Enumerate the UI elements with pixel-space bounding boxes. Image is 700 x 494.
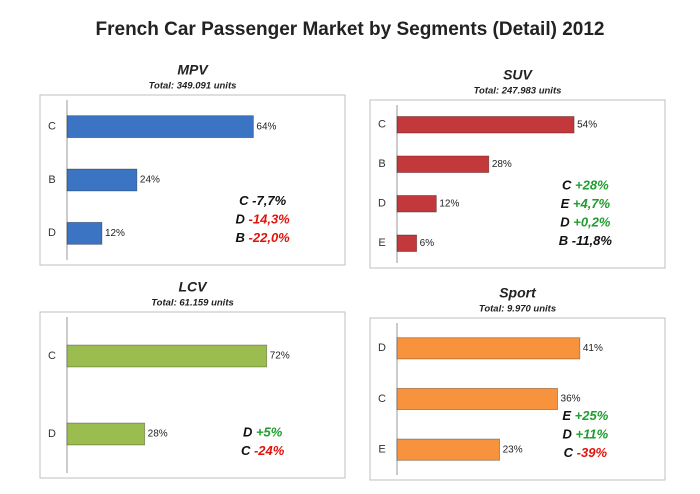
value-label: 24% — [140, 175, 160, 186]
category-label: E — [378, 237, 385, 249]
panel-subtitle: Total: 247.983 units — [474, 86, 562, 97]
category-label: B — [48, 174, 55, 186]
panel-subtitle: Total: 9.970 units — [479, 304, 556, 315]
value-label: 64% — [256, 121, 276, 132]
annotation-segment: B — [236, 230, 245, 245]
change-annotation: B -22,0% — [236, 230, 291, 245]
change-annotation: C +28% — [562, 178, 609, 193]
panel-frame — [39, 311, 346, 479]
panel-subtitle: Total: 349.091 units — [149, 81, 237, 92]
category-label: E — [378, 444, 385, 456]
change-annotation: B -11,8% — [559, 233, 613, 248]
change-annotation: C -7,7% — [239, 193, 286, 208]
value-label: 12% — [439, 198, 459, 209]
panel-title: Sport — [499, 285, 537, 301]
change-annotation: D +0,2% — [560, 215, 611, 230]
annotation-segment: D — [236, 212, 246, 227]
change-annotation: E +25% — [562, 408, 608, 423]
annotation-segment: C — [239, 193, 249, 208]
value-label: 28% — [148, 429, 168, 440]
bar — [66, 115, 254, 139]
category-label: D — [378, 198, 386, 210]
bar — [396, 195, 437, 213]
annotation-segment: C — [562, 178, 572, 193]
panel-title: SUV — [503, 67, 533, 83]
value-label: 54% — [577, 119, 597, 130]
annotation-segment: C — [241, 443, 251, 458]
annotation-change: +0,2% — [573, 215, 611, 230]
category-label: D — [48, 428, 56, 440]
panel-subtitle: Total: 61.159 units — [151, 298, 234, 309]
category-label: C — [378, 119, 386, 131]
annotation-segment: C — [564, 445, 574, 460]
annotation-change: -7,7% — [252, 193, 286, 208]
category-label: B — [378, 158, 385, 170]
annotation-change: -39% — [577, 445, 608, 460]
value-label: 36% — [561, 394, 581, 405]
annotation-segment: B — [559, 233, 568, 248]
annotation-change: -24% — [254, 443, 285, 458]
value-label: 6% — [420, 238, 435, 249]
annotation-change: +25% — [575, 408, 609, 423]
category-label: C — [48, 121, 56, 133]
bar — [66, 422, 146, 446]
value-label: 41% — [583, 343, 603, 354]
annotation-change: +4,7% — [573, 196, 611, 211]
annotation-change: +28% — [575, 178, 609, 193]
change-annotation: C -39% — [564, 445, 608, 460]
category-label: C — [48, 350, 56, 362]
annotation-change: -22,0% — [249, 230, 291, 245]
annotation-change: -11,8% — [572, 233, 613, 248]
value-label: 28% — [492, 159, 512, 170]
bar — [66, 344, 268, 368]
chart-title: French Car Passenger Market by Segments … — [96, 19, 605, 40]
bar — [396, 387, 558, 411]
category-label: D — [378, 342, 386, 354]
value-label: 12% — [105, 228, 125, 239]
annotation-change: +11% — [576, 427, 609, 442]
annotation-change: +5% — [256, 425, 283, 440]
bar — [66, 221, 103, 245]
change-annotation: D +11% — [563, 427, 609, 442]
annotation-segment: D — [243, 425, 253, 440]
change-annotation: D +5% — [243, 425, 283, 440]
annotation-segment: D — [560, 215, 570, 230]
bar — [66, 168, 138, 192]
panel-title: LCV — [179, 279, 209, 295]
annotation-change: -14,3% — [249, 212, 291, 227]
change-annotation: C -24% — [241, 443, 285, 458]
bar — [396, 337, 581, 360]
change-annotation: E +4,7% — [561, 196, 611, 211]
category-label: C — [378, 393, 386, 405]
bar — [396, 234, 418, 252]
category-label: D — [48, 227, 56, 239]
bar — [396, 438, 500, 461]
change-annotation: D -14,3% — [236, 212, 291, 227]
annotation-segment: D — [563, 427, 573, 442]
annotation-segment: E — [561, 196, 570, 211]
value-label: 72% — [270, 351, 290, 362]
panel-title: MPV — [177, 62, 209, 78]
value-label: 23% — [503, 444, 523, 455]
annotation-segment: E — [562, 408, 571, 423]
bar — [396, 116, 575, 134]
bar — [396, 155, 490, 173]
